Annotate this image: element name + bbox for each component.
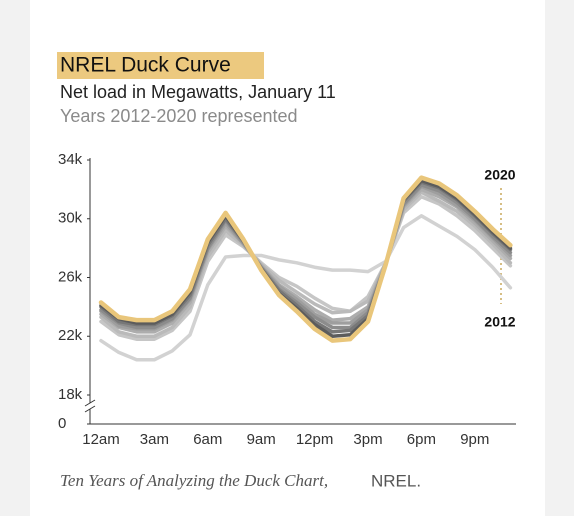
y-tick-label: 18k xyxy=(58,386,83,403)
chart-title: NREL Duck Curve xyxy=(60,54,231,77)
x-tick-label: 12pm xyxy=(296,431,334,448)
series-line xyxy=(99,187,513,334)
x-tick-label: 3am xyxy=(140,431,169,448)
chart-subtitle: Years 2012-2020 represented xyxy=(60,106,298,126)
x-tick-label: 12am xyxy=(82,431,120,448)
source-title: Ten Years of Analyzing the Duck Chart, xyxy=(60,471,328,490)
y-tick-label: 34k xyxy=(58,151,83,168)
series-line xyxy=(99,214,513,362)
y-tick-label: 22k xyxy=(58,327,83,344)
x-tick-label: 6am xyxy=(193,431,222,448)
series-line xyxy=(99,178,513,338)
plot: 0 18k 22k 26k 30k 34k 12am 3am 6am 9am 12pm 3pm 6pm 9… xyxy=(58,151,516,448)
card xyxy=(30,0,545,516)
axis-break xyxy=(84,399,96,407)
axis-break-gap xyxy=(85,403,95,409)
series-line xyxy=(99,190,513,338)
chart-subtitle: Net load in Megawatts, January 11 xyxy=(60,82,336,102)
axis-break xyxy=(84,405,96,413)
x-tick-label: 3pm xyxy=(353,431,382,448)
series-line xyxy=(99,194,513,341)
y-tick-label: 30k xyxy=(58,210,83,227)
y-tick-label: 26k xyxy=(58,268,83,285)
series-line xyxy=(98,175,513,343)
series-line xyxy=(99,183,513,330)
x-tick-label: 9am xyxy=(247,431,276,448)
title-highlight xyxy=(57,52,264,79)
x-tick-label: 9pm xyxy=(460,431,489,448)
y-tick-label: 0 xyxy=(58,415,66,432)
x-tick-label: 6pm xyxy=(407,431,436,448)
source-org: NREL. xyxy=(371,471,421,490)
series-label: 2020 xyxy=(484,167,515,183)
series-label: 2012 xyxy=(484,314,515,330)
